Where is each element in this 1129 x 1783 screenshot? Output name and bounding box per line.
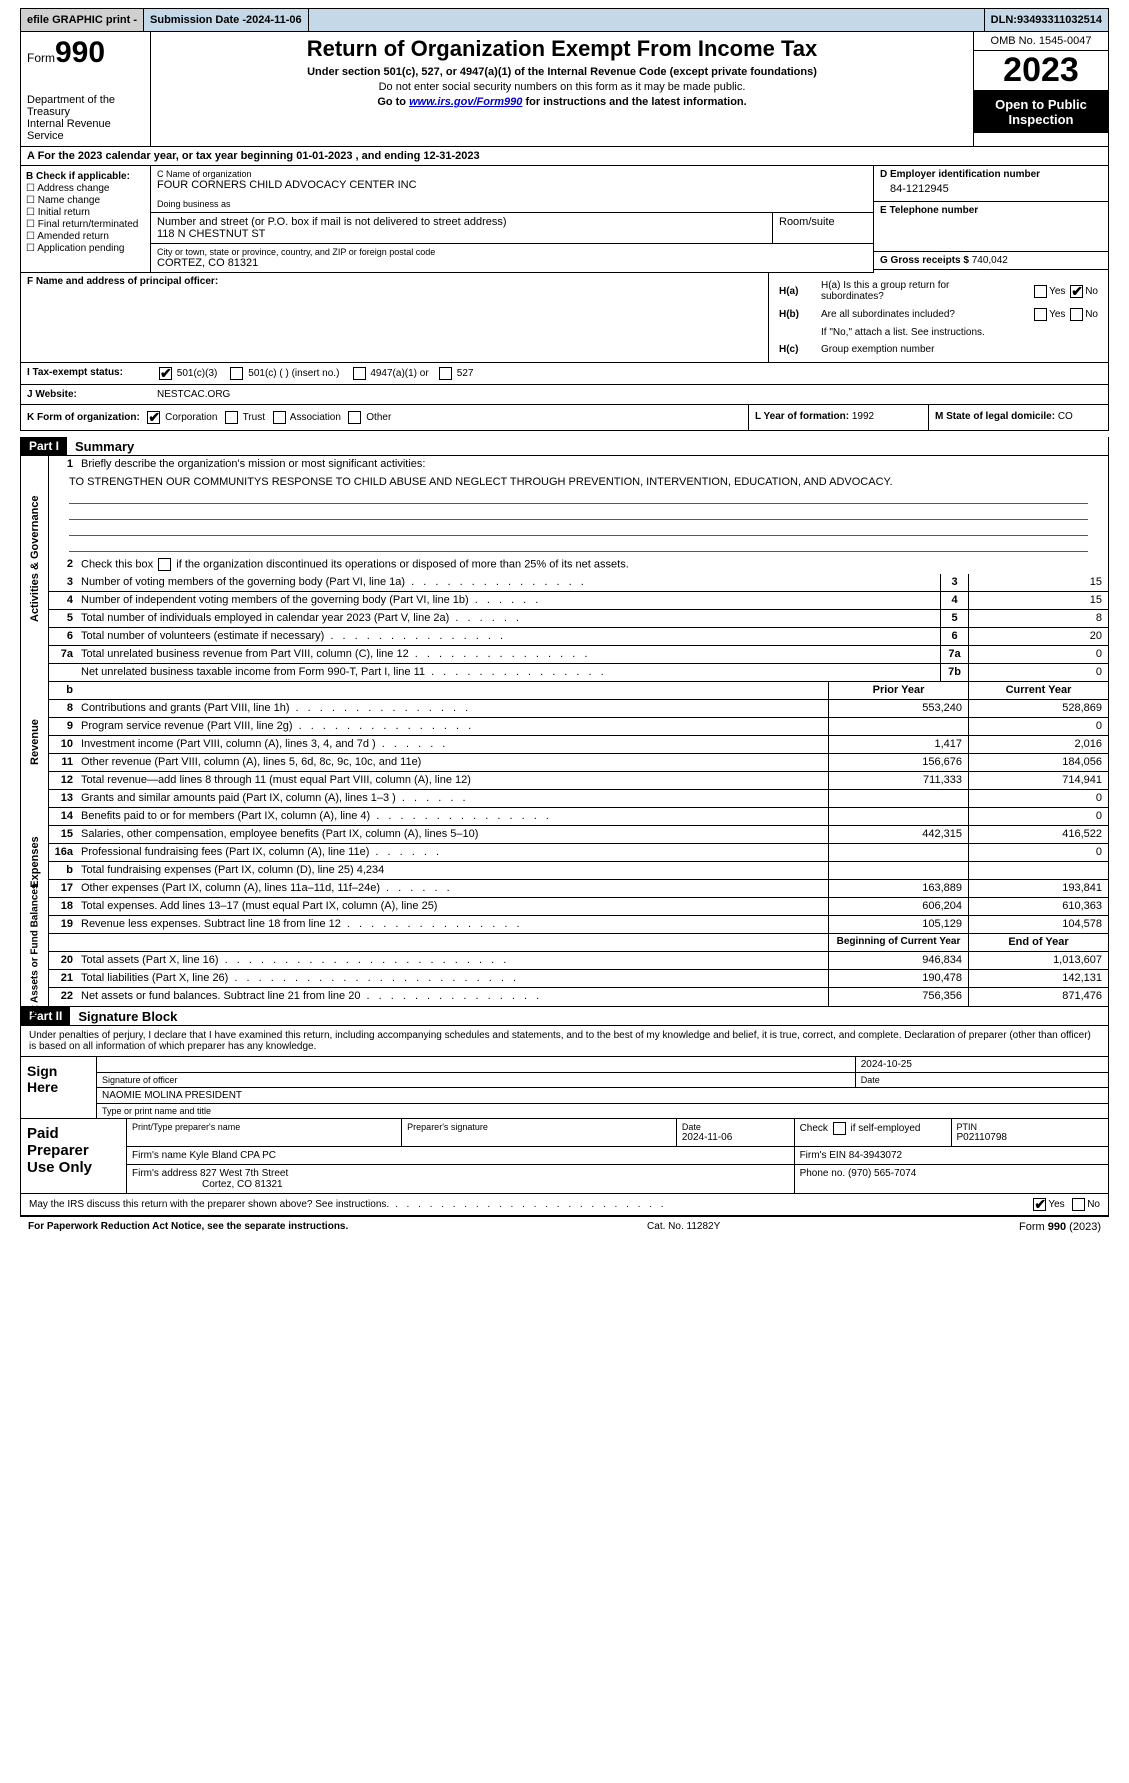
line2: Check this box if the organization disco…: [77, 556, 1108, 574]
phone-cell: E Telephone number: [874, 202, 1108, 252]
line16b: Total fundraising expenses (Part IX, col…: [77, 862, 828, 879]
chk-501c[interactable]: [230, 367, 243, 380]
line22: Net assets or fund balances. Subtract li…: [77, 988, 828, 1006]
line19: Revenue less expenses. Subtract line 18 …: [77, 916, 828, 933]
line12: Total revenue—add lines 8 through 11 (mu…: [77, 772, 828, 789]
chk-amended-return[interactable]: Amended return: [26, 231, 145, 242]
chk-name-change[interactable]: Name change: [26, 195, 145, 206]
discuss-yes[interactable]: [1033, 1198, 1046, 1211]
open-to-public: Open to Public Inspection: [974, 91, 1108, 133]
line8: Contributions and grants (Part VIII, lin…: [77, 700, 828, 717]
room-cell: Room/suite: [773, 213, 873, 244]
sign-here-label: Sign Here: [21, 1057, 96, 1118]
chk-501c3[interactable]: [159, 367, 172, 380]
line11: Other revenue (Part VIII, column (A), li…: [77, 754, 828, 771]
line18: Total expenses. Add lines 13–17 (must eq…: [77, 898, 828, 915]
line4: Number of independent voting members of …: [77, 592, 940, 609]
chk-527[interactable]: [439, 367, 452, 380]
line9: Program service revenue (Part VIII, line…: [77, 718, 828, 735]
org-name-cell: C Name of organization FOUR CORNERS CHIL…: [151, 166, 873, 213]
line6: Total number of volunteers (estimate if …: [77, 628, 940, 645]
signature-block: Under penalties of perjury, I declare th…: [20, 1026, 1109, 1194]
chk-address-change[interactable]: Address change: [26, 183, 145, 194]
line10: Investment income (Part VIII, column (A)…: [77, 736, 828, 753]
line16a: Professional fundraising fees (Part IX, …: [77, 844, 828, 861]
chk-corp[interactable]: [147, 411, 160, 424]
line7b: Net unrelated business taxable income fr…: [77, 664, 940, 681]
col-b-checkboxes: B Check if applicable: Address change Na…: [20, 166, 150, 273]
hb-yes[interactable]: [1034, 308, 1047, 321]
street-cell: Number and street (or P.O. box if mail i…: [151, 213, 773, 244]
chk-initial-return[interactable]: Initial return: [26, 207, 145, 218]
website-label: J Website:: [21, 385, 151, 404]
line5: Total number of individuals employed in …: [77, 610, 940, 627]
chk-self-employed[interactable]: [833, 1122, 846, 1135]
line20: Total assets (Part X, line 16): [77, 952, 828, 969]
group-return-block: H(a)H(a) Is this a group return for subo…: [768, 273, 1108, 362]
state-domicile: M State of legal domicile: CO: [928, 405, 1108, 430]
ein-cell: D Employer identification number 84-1212…: [874, 166, 1108, 202]
line3: Number of voting members of the governin…: [77, 574, 940, 591]
form-title: Return of Organization Exempt From Incom…: [161, 36, 963, 62]
hb-no[interactable]: [1070, 308, 1083, 321]
officer-name: NAOMIE MOLINA PRESIDENT: [97, 1088, 1108, 1104]
website-value: NESTCAC.ORG: [151, 385, 768, 404]
chk-trust[interactable]: [225, 411, 238, 424]
tax-year: 2023: [974, 51, 1108, 91]
line15: Salaries, other compensation, employee b…: [77, 826, 828, 843]
chk-assoc[interactable]: [273, 411, 286, 424]
side-governance: Activities & Governance: [29, 502, 41, 622]
topbar-spacer: [309, 9, 985, 31]
form-of-org: K Form of organization: Corporation Trus…: [21, 405, 748, 430]
submission-date: Submission Date - 2024-11-06: [144, 9, 309, 31]
side-revenue: Revenue: [29, 682, 41, 802]
paid-preparer-label: Paid Preparer Use Only: [21, 1119, 126, 1193]
line21: Total liabilities (Part X, line 26): [77, 970, 828, 987]
form-subtitle: Under section 501(c), 527, or 4947(a)(1)…: [161, 66, 963, 78]
row-a-tax-year: A For the 2023 calendar year, or tax yea…: [20, 147, 1109, 166]
gross-receipts-cell: G Gross receipts $ 740,042: [874, 252, 1108, 270]
chk-application-pending[interactable]: Application pending: [26, 243, 145, 254]
chk-final-return[interactable]: Final return/terminated: [26, 219, 145, 230]
side-netassets: Net Assets or Fund Balances: [30, 942, 41, 1022]
page-footer: For Paperwork Reduction Act Notice, see …: [20, 1216, 1109, 1237]
chk-other[interactable]: [348, 411, 361, 424]
chk-discontinued[interactable]: [158, 558, 171, 571]
dln: DLN: 93493311032514: [985, 9, 1108, 31]
mission-text: TO STRENGTHEN OUR COMMUNITYS RESPONSE TO…: [49, 474, 1108, 556]
efile-print-button[interactable]: efile GRAPHIC print -: [21, 9, 144, 31]
ha-yes[interactable]: [1034, 285, 1047, 298]
discuss-row: May the IRS discuss this return with the…: [20, 1194, 1109, 1216]
line17: Other expenses (Part IX, column (A), lin…: [77, 880, 828, 897]
declaration-text: Under penalties of perjury, I declare th…: [21, 1026, 1108, 1057]
summary-table: Activities & Governance Revenue Expenses…: [20, 456, 1109, 1007]
principal-officer: F Name and address of principal officer:: [20, 273, 768, 362]
tax-exempt-label: I Tax-exempt status:: [21, 363, 151, 384]
tax-exempt-options: 501(c)(3) 501(c) ( ) (insert no.) 4947(a…: [151, 363, 768, 384]
line14: Benefits paid to or for members (Part IX…: [77, 808, 828, 825]
goto-link-row: Go to www.irs.gov/Form990 for instructio…: [161, 96, 963, 108]
year-formation: L Year of formation: 1992: [748, 405, 928, 430]
city-cell: City or town, state or province, country…: [151, 244, 873, 273]
line1-label: Briefly describe the organization's miss…: [77, 456, 1108, 474]
line7a: Total unrelated business revenue from Pa…: [77, 646, 940, 663]
part1-header: Part I Summary: [20, 437, 1109, 456]
treasury-dept: Department of the TreasuryInternal Reven…: [27, 94, 144, 142]
discuss-no[interactable]: [1072, 1198, 1085, 1211]
part2-header: Part II Signature Block: [20, 1007, 1109, 1026]
ssn-warning: Do not enter social security numbers on …: [161, 81, 963, 93]
ha-no[interactable]: [1070, 285, 1083, 298]
top-bar: efile GRAPHIC print - Submission Date - …: [20, 8, 1109, 32]
form-header: Form990 Department of the TreasuryIntern…: [20, 32, 1109, 147]
irs-link[interactable]: www.irs.gov/Form990: [409, 96, 522, 108]
line13: Grants and similar amounts paid (Part IX…: [77, 790, 828, 807]
omb-number: OMB No. 1545-0047: [974, 32, 1108, 51]
form-number: Form990: [27, 36, 144, 70]
chk-4947[interactable]: [353, 367, 366, 380]
